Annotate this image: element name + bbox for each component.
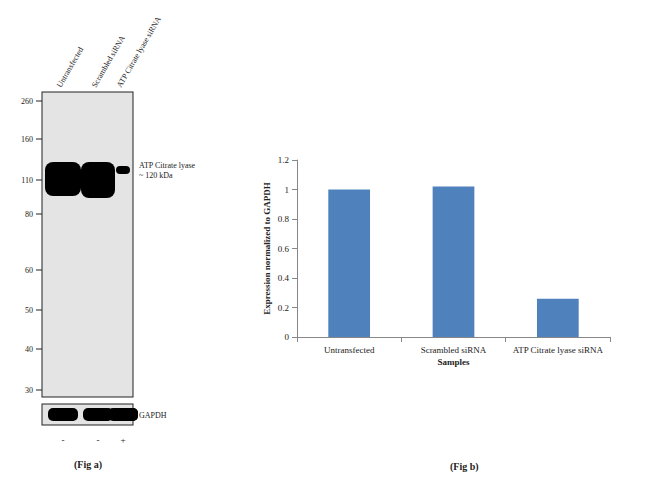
svg-text:-: - (97, 435, 100, 445)
svg-text:80: 80 (25, 210, 33, 219)
svg-text:GAPDH: GAPDH (139, 411, 167, 420)
svg-text:(Fig b): (Fig b) (450, 461, 479, 473)
svg-text:0.8: 0.8 (278, 214, 290, 224)
svg-text:-: - (62, 435, 65, 445)
svg-text:Scrambled siRNA: Scrambled siRNA (89, 33, 127, 89)
svg-text:30: 30 (25, 386, 33, 395)
svg-text:Untransfected: Untransfected (55, 46, 85, 89)
svg-text:60: 60 (25, 266, 33, 275)
svg-text:Scrambled siRNA: Scrambled siRNA (421, 345, 487, 355)
svg-text:40: 40 (25, 345, 33, 354)
svg-text:1: 1 (285, 185, 290, 195)
svg-text:Samples: Samples (437, 357, 470, 367)
svg-text:50: 50 (25, 306, 33, 315)
svg-text:260: 260 (21, 97, 33, 106)
svg-text:0.4: 0.4 (278, 273, 290, 283)
svg-text:110: 110 (21, 176, 33, 185)
svg-text:160: 160 (21, 135, 33, 144)
svg-text:ATP Citrate lyase siRNA: ATP Citrate lyase siRNA (115, 15, 163, 89)
svg-text:1.2: 1.2 (278, 155, 289, 165)
svg-text:(Fig a): (Fig a) (74, 459, 102, 471)
svg-text:ATP Citrate lyase siRNA: ATP Citrate lyase siRNA (513, 345, 604, 355)
svg-text:~ 120 kDa: ~ 120 kDa (139, 171, 173, 180)
svg-text:Expression normalized to GAPDH: Expression normalized to GAPDH (262, 182, 272, 315)
svg-text:0: 0 (285, 332, 290, 342)
svg-text:0.6: 0.6 (278, 244, 290, 254)
svg-text:ATP Citrate lyase: ATP Citrate lyase (139, 161, 196, 170)
svg-text:+: + (120, 435, 125, 445)
svg-text:0.2: 0.2 (278, 303, 289, 313)
svg-text:Untransfected: Untransfected (324, 345, 375, 355)
